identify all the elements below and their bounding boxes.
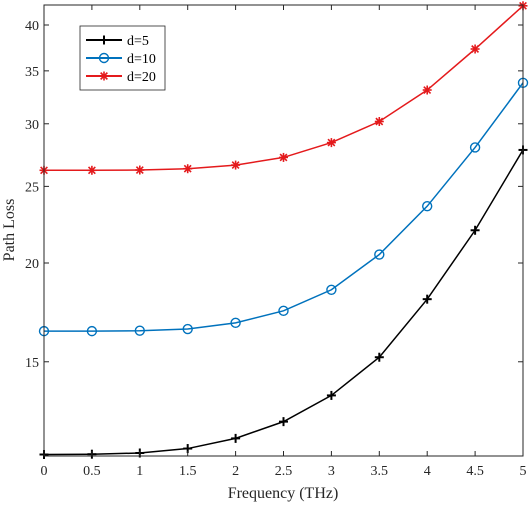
circle-marker <box>182 323 193 335</box>
y-tick-label: 20 <box>25 257 39 272</box>
data-point <box>374 352 384 362</box>
legend-marker <box>99 35 109 45</box>
asterisk-marker-d2 <box>375 117 384 126</box>
data-point <box>422 85 432 95</box>
y-tick-label: 30 <box>25 118 39 133</box>
data-point <box>230 317 241 329</box>
legend-box <box>79 25 166 91</box>
x-tick-label: 0.5 <box>83 464 101 479</box>
legend-entry: d=10 <box>86 52 156 67</box>
circle-marker <box>278 305 289 317</box>
asterisk-marker-d2 <box>279 153 288 162</box>
series-d-10 <box>38 77 529 337</box>
legend: d=5 d=10 d=20 <box>79 25 166 91</box>
data-point <box>231 433 241 443</box>
data-point <box>470 225 480 235</box>
data-point <box>182 323 193 335</box>
circle-marker <box>374 249 385 260</box>
x-tick-label: 1.5 <box>179 464 197 479</box>
x-tick-label: 5 <box>520 464 527 479</box>
legend-entries: d=5 d=10 d=20 <box>86 34 156 85</box>
y-axis-label: Path Loss <box>1 199 18 262</box>
x-tick-label: 1 <box>136 464 143 479</box>
asterisk-marker-d2 <box>423 86 432 94</box>
asterisk-marker-d2 <box>183 164 192 173</box>
circle-marker <box>469 142 481 153</box>
y-tick-label: 15 <box>25 356 39 371</box>
data-point <box>326 390 336 400</box>
asterisk-marker-d2 <box>231 161 240 170</box>
asterisk-marker-d2 <box>135 166 144 174</box>
circle-marker <box>422 200 433 212</box>
data-point <box>134 325 146 336</box>
data-point <box>374 249 385 260</box>
data-point <box>279 152 288 162</box>
data-point <box>469 142 481 153</box>
series-d-20 <box>39 1 528 175</box>
x-tick-label: 2.5 <box>275 464 293 479</box>
asterisk-marker-d2 <box>327 138 336 147</box>
x-tick-label: 4.5 <box>466 464 484 479</box>
circle-marker <box>86 325 98 337</box>
data-point <box>86 325 98 337</box>
circle-marker <box>326 284 337 295</box>
x-tick-label: 3.5 <box>371 464 389 479</box>
data-point <box>470 44 480 54</box>
series-line <box>44 82 524 332</box>
x-axis-label: Frequency (THz) <box>228 485 339 502</box>
data-point <box>278 305 289 317</box>
y-tick-label: 40 <box>25 19 39 34</box>
x-tick-label: 2 <box>232 464 239 479</box>
legend-entry: d=5 <box>86 34 149 49</box>
x-tick-label: 4 <box>424 464 431 479</box>
asterisk-marker-d2 <box>87 166 96 175</box>
circle-marker <box>134 325 146 336</box>
ticks-layer: 0 0.5 1 1.5 2 2.5 3 3.5 4 4.5 5 15 20 25 30 35 40 <box>25 5 527 479</box>
data-point <box>374 117 384 127</box>
data-point <box>326 284 337 295</box>
circle-marker <box>230 317 241 329</box>
legend-entry: d=20 <box>86 70 156 85</box>
y-tick-label: 35 <box>25 65 39 80</box>
x-tick-label: 0 <box>41 464 48 479</box>
circle-marker <box>98 52 110 64</box>
data-point <box>279 417 288 427</box>
legend-marker <box>99 71 109 81</box>
asterisk-marker-d2 <box>100 72 108 80</box>
legend-label: d=5 <box>127 34 149 49</box>
y-tick-label: 25 <box>25 180 39 195</box>
data-point <box>231 160 241 170</box>
data-point <box>422 294 432 304</box>
data-point <box>87 165 97 175</box>
legend-marker <box>98 52 110 64</box>
asterisk-marker-d2 <box>471 45 480 53</box>
series-layer <box>38 1 529 459</box>
data-point <box>326 138 336 148</box>
data-point <box>135 165 145 175</box>
legend-label: d=10 <box>127 52 156 67</box>
legend-label: d=20 <box>127 70 156 85</box>
data-point <box>183 164 193 174</box>
data-point <box>422 200 433 212</box>
x-tick-label: 3 <box>328 464 335 479</box>
